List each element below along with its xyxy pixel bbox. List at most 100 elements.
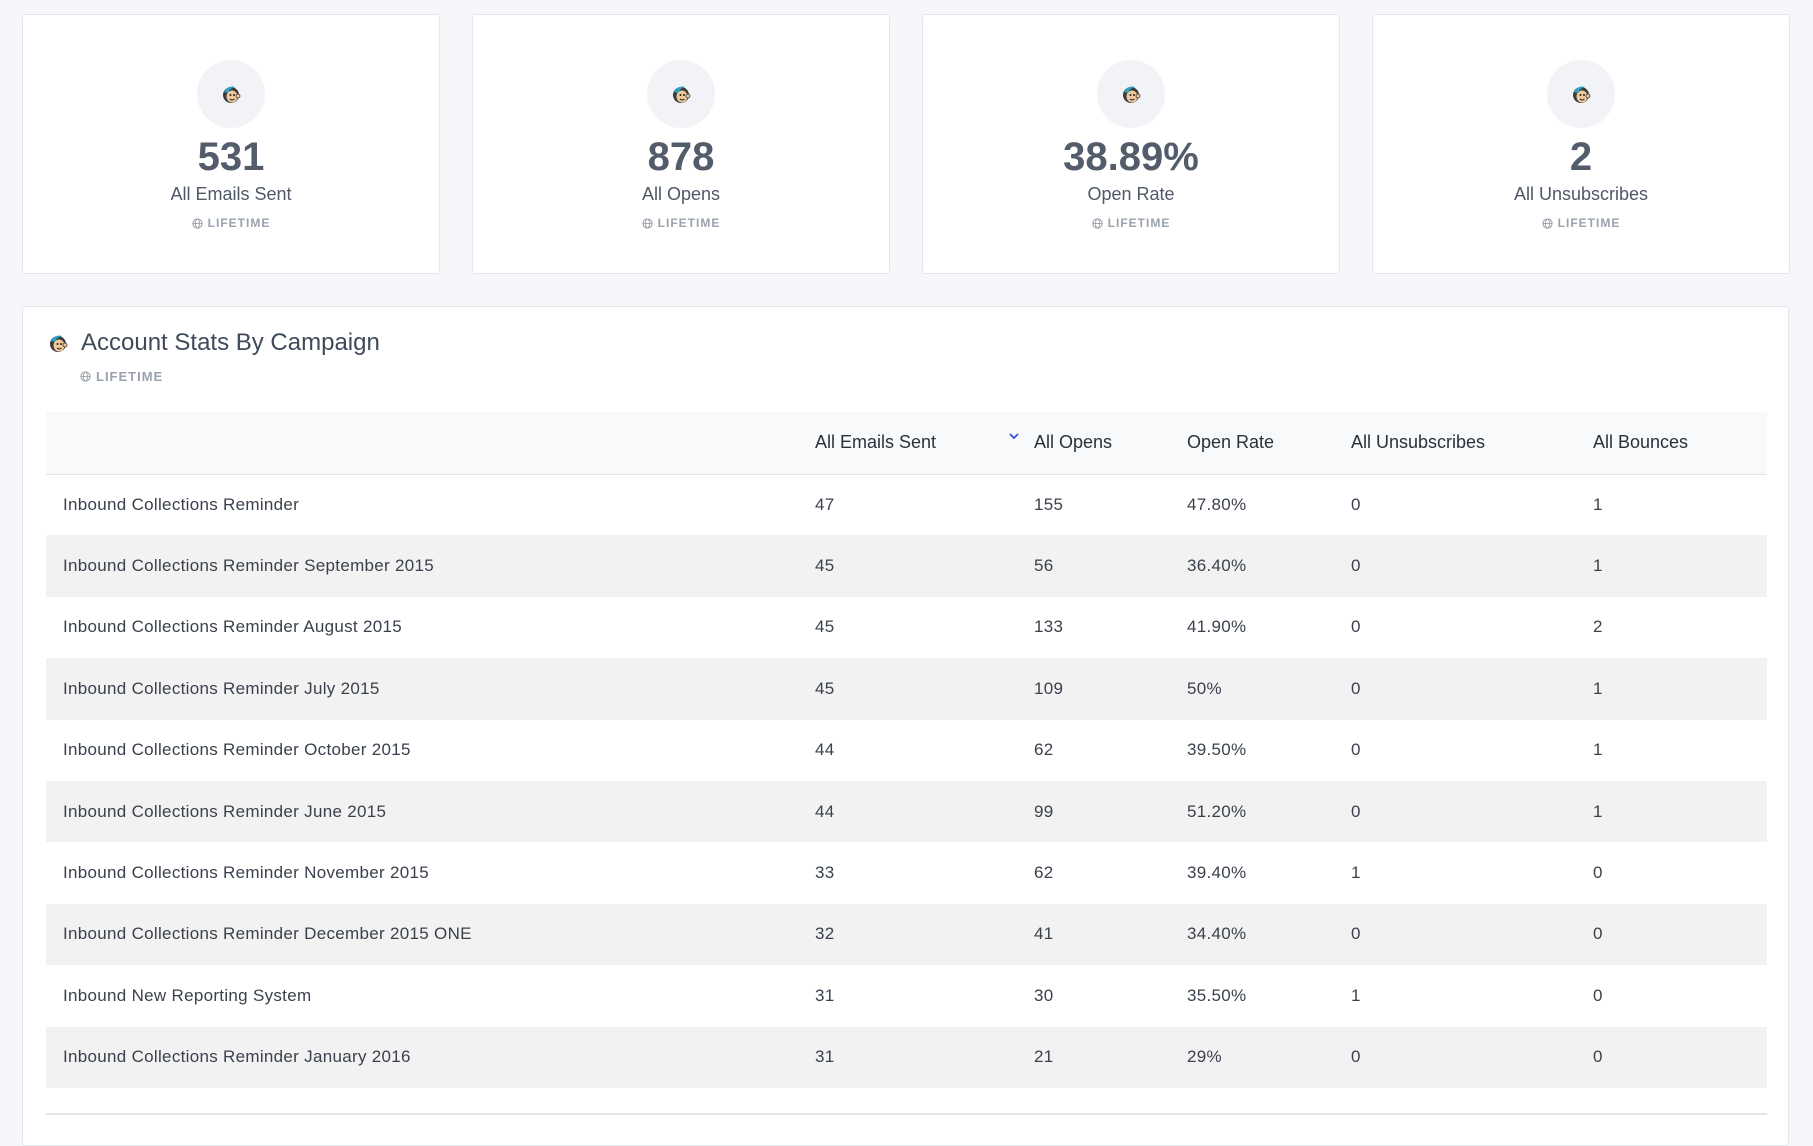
- column-header-emails-sent[interactable]: All Emails Sent: [815, 412, 1034, 474]
- kpi-card-unsubscribes: 2 All Unsubscribes LIFETIME: [1372, 14, 1790, 274]
- table-row: Inbound Collections Reminder December 20…: [46, 903, 1767, 966]
- cell-emails-sent: 45: [815, 617, 835, 637]
- cell-campaign-name: Inbound Collections Reminder July 2015: [63, 678, 380, 698]
- cell-emails-sent: 45: [815, 556, 835, 576]
- cell-opens: 133: [1034, 617, 1064, 637]
- cell-open-rate: 36.40%: [1187, 556, 1247, 576]
- cell-opens: 99: [1034, 801, 1054, 821]
- campaign-stats-table: All Emails Sent All Opens Open Rate All …: [46, 412, 1767, 1088]
- cell-campaign-name: Inbound Collections Reminder January 201…: [63, 1047, 411, 1067]
- kpi-icon-badge: [647, 60, 715, 128]
- kpi-card-emails-sent: 531 All Emails Sent LIFETIME: [22, 14, 440, 274]
- cell-campaign-name: Inbound Collections Reminder August 2015: [63, 617, 402, 637]
- panel-title-row: Account Stats By Campaign: [47, 329, 380, 357]
- column-header-label: All Emails Sent: [815, 432, 937, 453]
- cell-opens: 109: [1034, 678, 1064, 698]
- cell-emails-sent: 44: [815, 801, 835, 821]
- globe-icon: [642, 217, 653, 229]
- kpi-icon-badge: [1097, 60, 1165, 128]
- cell-unsubscribes: 0: [1351, 924, 1361, 944]
- cell-bounces: 0: [1593, 1047, 1603, 1067]
- chevron-down-icon[interactable]: [1008, 430, 1020, 442]
- mailchimp-monkey-icon: [1120, 83, 1142, 105]
- cell-bounces: 1: [1593, 801, 1603, 821]
- cell-emails-sent: 47: [815, 494, 835, 514]
- mailchimp-monkey-icon: [670, 83, 692, 105]
- cell-opens: 21: [1034, 1047, 1054, 1067]
- globe-icon: [80, 371, 91, 382]
- table-row: Inbound Collections Reminder September 2…: [46, 535, 1767, 597]
- table-header-row: All Emails Sent All Opens Open Rate All …: [46, 412, 1767, 474]
- cell-opens: 62: [1034, 740, 1054, 760]
- cell-campaign-name: Inbound Collections Reminder October 201…: [63, 740, 411, 760]
- cell-bounces: 1: [1593, 678, 1603, 698]
- panel-header: Account Stats By Campaign LIFETIME: [47, 329, 380, 384]
- globe-icon: [1092, 217, 1103, 229]
- cell-bounces: 0: [1593, 985, 1603, 1005]
- kpi-icon-badge: [197, 60, 265, 128]
- cell-unsubscribes: 0: [1351, 801, 1361, 821]
- kpi-label: Open Rate: [1087, 184, 1175, 204]
- kpi-label: All Emails Sent: [170, 184, 292, 204]
- kpi-label: All Unsubscribes: [1513, 184, 1649, 204]
- kpi-period: LIFETIME: [642, 216, 721, 230]
- cell-emails-sent: 45: [815, 678, 835, 698]
- cell-unsubscribes: 0: [1351, 1047, 1361, 1067]
- cell-opens: 41: [1034, 924, 1054, 944]
- kpi-value: 531: [197, 135, 265, 179]
- kpi-value: 2: [1569, 135, 1593, 179]
- kpi-period-label: LIFETIME: [1557, 216, 1621, 230]
- cell-emails-sent: 32: [815, 924, 835, 944]
- mailchimp-monkey-icon: [47, 332, 69, 354]
- cell-unsubscribes: 0: [1351, 556, 1361, 576]
- column-header-campaign[interactable]: [46, 412, 815, 474]
- panel-period-label: LIFETIME: [96, 369, 164, 384]
- cell-open-rate: 47.80%: [1187, 494, 1247, 514]
- cell-bounces: 1: [1593, 494, 1603, 514]
- column-header-opens[interactable]: All Opens: [1034, 432, 1113, 453]
- kpi-period-label: LIFETIME: [207, 216, 271, 230]
- kpi-period: LIFETIME: [1092, 216, 1171, 230]
- kpi-period: LIFETIME: [1542, 216, 1621, 230]
- cell-open-rate: 29%: [1187, 1047, 1222, 1067]
- kpi-period-label: LIFETIME: [1107, 216, 1171, 230]
- cell-campaign-name: Inbound Collections Reminder November 20…: [63, 863, 430, 883]
- cell-open-rate: 39.50%: [1187, 740, 1247, 760]
- cell-open-rate: 35.50%: [1187, 985, 1247, 1005]
- cell-emails-sent: 33: [815, 863, 835, 883]
- table-row: Inbound Collections Reminder November 20…: [46, 842, 1767, 903]
- cell-unsubscribes: 1: [1351, 985, 1361, 1005]
- kpi-row: 531 All Emails Sent LIFETIME 878 All Ope…: [22, 14, 1790, 274]
- table-row: Inbound Collections Reminder August 2015…: [46, 597, 1767, 658]
- column-header-bounces[interactable]: All Bounces: [1593, 432, 1689, 453]
- panel-period: LIFETIME: [80, 369, 380, 384]
- mailchimp-monkey-icon: [220, 83, 242, 105]
- cell-bounces: 0: [1593, 924, 1603, 944]
- cell-open-rate: 34.40%: [1187, 924, 1247, 944]
- panel-title: Account Stats By Campaign: [81, 329, 380, 356]
- cell-bounces: 2: [1593, 617, 1603, 637]
- cell-campaign-name: Inbound New Reporting System: [63, 985, 312, 1005]
- kpi-period: LIFETIME: [192, 216, 271, 230]
- kpi-card-opens: 878 All Opens LIFETIME: [472, 14, 890, 274]
- table-row: Inbound Collections Reminder October 201…: [46, 720, 1767, 781]
- cell-bounces: 1: [1593, 740, 1603, 760]
- table-row: Inbound Collections Reminder January 201…: [46, 1026, 1767, 1088]
- kpi-period-label: LIFETIME: [657, 216, 721, 230]
- globe-icon: [1542, 217, 1553, 229]
- cell-emails-sent: 31: [815, 985, 835, 1005]
- cell-bounces: 0: [1593, 863, 1603, 883]
- kpi-label: All Opens: [641, 184, 721, 204]
- cell-unsubscribes: 0: [1351, 617, 1361, 637]
- kpi-card-open-rate: 38.89% Open Rate LIFETIME: [922, 14, 1340, 274]
- column-header-unsubscribes[interactable]: All Unsubscribes: [1351, 432, 1486, 453]
- table-row: Inbound New Reporting System 31 30 35.50…: [46, 965, 1767, 1026]
- cell-campaign-name: Inbound Collections Reminder: [63, 494, 300, 514]
- table-row: Inbound Collections Reminder July 2015 4…: [46, 658, 1767, 720]
- cell-unsubscribes: 0: [1351, 740, 1361, 760]
- cell-emails-sent: 31: [815, 1047, 835, 1067]
- table-body: Inbound Collections Reminder 47 155 47.8…: [46, 474, 1767, 1088]
- cell-opens: 155: [1034, 494, 1064, 514]
- column-header-emails-sent-wrap: All Emails Sent: [815, 432, 1019, 453]
- column-header-open-rate[interactable]: Open Rate: [1187, 432, 1275, 453]
